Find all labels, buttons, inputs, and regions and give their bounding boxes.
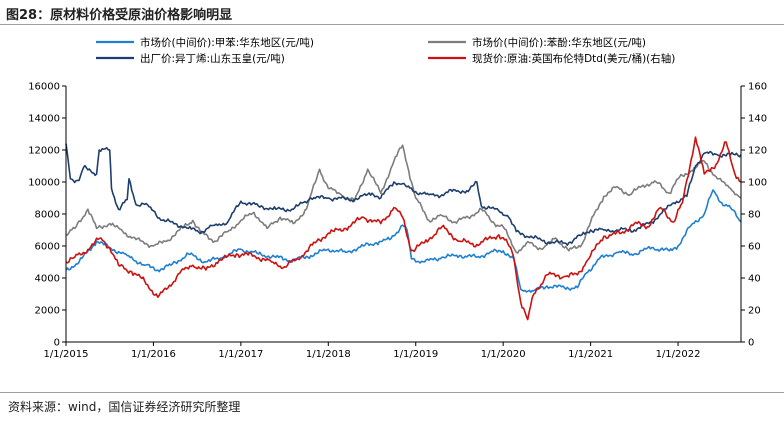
chart-axes: 0 2000 4000 6000 8000 10000 12000 14000 16000 0 20…	[28, 82, 767, 361]
y-right-tick-label: 140	[748, 114, 767, 125]
y-left-tick-label: 4000	[35, 274, 60, 285]
series-line	[65, 143, 742, 246]
y-left-tick-label: 2000	[35, 306, 60, 317]
legend-label: 市场价(中间价):甲苯:华东地区(元/吨)	[140, 36, 314, 49]
series-line	[65, 136, 742, 321]
series-line	[65, 189, 742, 293]
x-tick-label: 1/1/2022	[656, 349, 701, 360]
y-right-tick-label: 100	[748, 178, 767, 189]
y-left-tick-label: 14000	[28, 114, 60, 125]
y-right-tick-label: 0	[748, 338, 754, 349]
x-tick-label: 1/1/2020	[481, 349, 526, 360]
plot-lines	[65, 136, 742, 321]
y-left-tick-label: 12000	[28, 146, 60, 157]
source-note: 资料来源：wind，国信证券经济研究所整理	[8, 400, 241, 414]
y-left-tick-label: 6000	[35, 242, 60, 253]
y-left-tick-label: 0	[54, 338, 60, 349]
legend-label: 现货价:原油:英国布伦特Dtd(美元/桶)(右轴)	[472, 52, 675, 65]
title-divider	[0, 24, 784, 25]
y-left-tick-label: 8000	[35, 210, 60, 221]
legend-label: 市场价(中间价):苯酚:华东地区(元/吨)	[472, 36, 646, 49]
y-right-tick-label: 160	[748, 82, 767, 93]
y-right-tick-label: 80	[748, 210, 761, 221]
x-tick-label: 1/1/2018	[306, 349, 351, 360]
y-right-tick-label: 20	[748, 306, 761, 317]
x-tick-label: 1/1/2017	[218, 349, 263, 360]
legend-label: 出厂价:异丁烯:山东玉皇(元/吨)	[140, 52, 285, 65]
y-right-tick-label: 40	[748, 274, 761, 285]
y-left-tick-label: 16000	[28, 82, 60, 93]
y-right-tick-label: 120	[748, 146, 767, 157]
y-right-tick-label: 60	[748, 242, 761, 253]
x-tick-label: 1/1/2015	[44, 349, 89, 360]
x-tick-label: 1/1/2021	[568, 349, 613, 360]
figure-title: 图28：原材料价格受原油价格影响明显	[6, 8, 233, 23]
y-left-tick-label: 10000	[28, 178, 60, 189]
series-line	[65, 144, 742, 254]
source-divider	[0, 392, 784, 393]
chart-legend: 市场价(中间价):甲苯:华东地区(元/吨) 市场价(中间价):苯酚:华东地区(元/…	[96, 36, 675, 65]
line-chart: 市场价(中间价):甲苯:华东地区(元/吨) 市场价(中间价):苯酚:华东地区(元/…	[28, 36, 767, 361]
x-tick-label: 1/1/2016	[131, 349, 176, 360]
x-tick-label: 1/1/2019	[393, 349, 438, 360]
